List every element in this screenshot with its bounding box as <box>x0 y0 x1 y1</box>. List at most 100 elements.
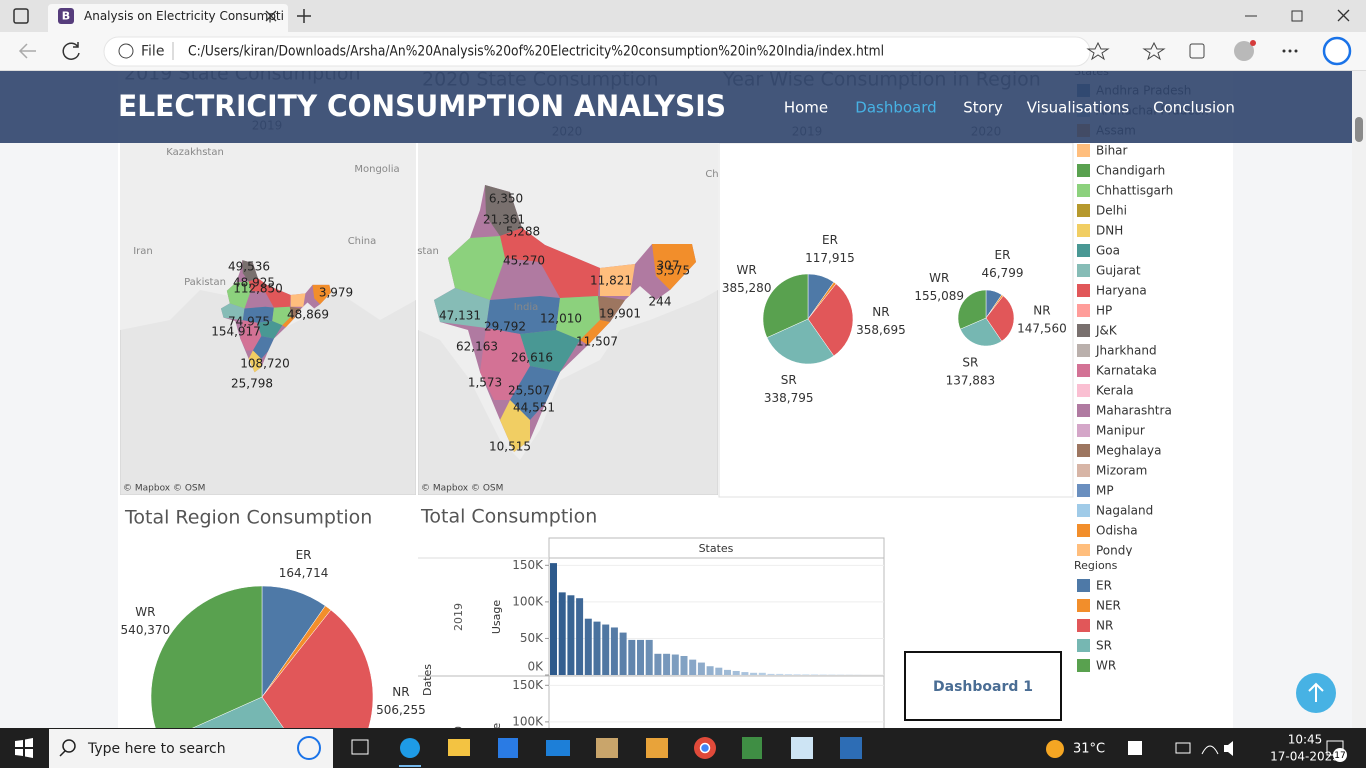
legend-swatch <box>1077 444 1090 457</box>
legend-label[interactable]: Karnataka <box>1096 364 1157 378</box>
brand[interactable]: ELECTRICITY CONSUMPTION ANALYSIS <box>118 89 726 123</box>
favicon-letter: B <box>62 10 70 23</box>
legend-label[interactable]: WR <box>1096 659 1116 673</box>
menu-dot[interactable] <box>1294 49 1298 53</box>
new-tab[interactable] <box>297 9 311 23</box>
task-view[interactable] <box>351 739 369 755</box>
battery[interactable] <box>1175 742 1191 754</box>
nav-link[interactable]: Visualisations <box>1027 99 1130 117</box>
legend-label[interactable]: Manipur <box>1096 424 1145 438</box>
menu-dot[interactable] <box>1282 49 1286 53</box>
dashboard-button-label[interactable]: Dashboard 1 <box>933 679 1033 695</box>
tray-icon[interactable] <box>1128 741 1142 755</box>
nav-link[interactable]: Conclusion <box>1153 99 1235 117</box>
slice-value: 155,089 <box>914 289 964 303</box>
address-bar[interactable] <box>103 36 1091 67</box>
legend-label[interactable]: Bihar <box>1096 144 1128 158</box>
legend-label[interactable]: Jharkhand <box>1095 344 1157 358</box>
legend-label[interactable]: Goa <box>1096 244 1120 258</box>
photos-app[interactable] <box>840 737 862 759</box>
slice-value: 506,255 <box>376 703 426 717</box>
refresh[interactable] <box>62 42 80 60</box>
app[interactable] <box>742 737 762 759</box>
legend-label[interactable]: Maharashtra <box>1096 404 1172 418</box>
info-icon[interactable] <box>118 43 134 59</box>
legend-swatch <box>1077 284 1090 297</box>
legend-label[interactable]: MP <box>1096 484 1114 498</box>
close-window[interactable] <box>1337 9 1350 22</box>
y-tick-label: 50K <box>520 631 544 645</box>
legend-label[interactable]: Kerala <box>1096 384 1134 398</box>
app[interactable] <box>646 738 668 758</box>
legend-swatch <box>1077 524 1090 537</box>
nav-link[interactable]: Story <box>963 99 1003 117</box>
bar <box>715 667 723 675</box>
clock-date[interactable]: 17-04-2023 <box>1270 750 1340 764</box>
restore[interactable] <box>1291 10 1303 22</box>
legend-label[interactable]: Gujarat <box>1096 264 1141 278</box>
menu-dot[interactable] <box>1288 49 1292 53</box>
url[interactable]: C:/Users/kiran/Downloads/Arsha/An%20Anal… <box>188 44 884 60</box>
search-placeholder[interactable]: Type here to search <box>87 741 226 757</box>
legend-label[interactable]: J&K <box>1095 324 1118 338</box>
tab-title[interactable]: Analysis on Electricity Consumpti <box>84 9 284 23</box>
legend-label[interactable]: NER <box>1096 599 1121 613</box>
legend-label[interactable]: HP <box>1096 304 1112 318</box>
map-label: 29,792 <box>484 320 526 334</box>
legend-label[interactable]: Pondy <box>1096 544 1132 558</box>
bing-icon[interactable] <box>297 736 321 760</box>
store-app[interactable] <box>498 738 518 758</box>
dashboard-button[interactable] <box>904 651 1062 721</box>
app[interactable] <box>791 737 813 759</box>
explorer-app[interactable] <box>448 739 470 756</box>
wifi[interactable] <box>1201 745 1219 755</box>
active-tab[interactable] <box>48 4 288 32</box>
bar <box>671 654 679 675</box>
search-box[interactable] <box>49 729 333 768</box>
legend-label[interactable]: ER <box>1096 579 1112 593</box>
legend-label[interactable]: Delhi <box>1096 204 1127 218</box>
legend-label[interactable]: Mizoram <box>1096 464 1147 478</box>
map-place: Mongolia <box>354 164 399 175</box>
start[interactable] <box>15 738 33 758</box>
mail-app[interactable] <box>546 740 570 756</box>
favorite[interactable] <box>1086 41 1110 61</box>
bar <box>706 666 714 675</box>
pie-slice <box>762 273 809 338</box>
row-header: Dates <box>421 664 434 696</box>
clock-time[interactable]: 10:45 <box>1288 733 1323 747</box>
tab-close[interactable] <box>265 10 277 22</box>
edge-app[interactable] <box>400 738 420 758</box>
weather[interactable]: 31°C <box>1073 742 1105 757</box>
scrollbar-thumb[interactable] <box>1355 117 1363 142</box>
slice-value: 540,370 <box>121 623 171 637</box>
legend-label[interactable]: Odisha <box>1096 524 1138 538</box>
map-label: 1,573 <box>468 376 502 390</box>
collections[interactable] <box>1189 43 1205 59</box>
legend-label[interactable]: DNH <box>1096 224 1123 238</box>
favorites[interactable] <box>1142 41 1166 61</box>
header-bar <box>0 71 1352 143</box>
nav-link[interactable]: Home <box>784 99 828 117</box>
nav-link[interactable]: Dashboard <box>855 99 936 117</box>
back[interactable] <box>18 43 36 59</box>
profile[interactable] <box>1234 41 1254 61</box>
y-tick-label: 100K <box>512 714 544 728</box>
legend-label[interactable]: Meghalaya <box>1096 444 1161 458</box>
weather-icon[interactable] <box>1046 740 1064 758</box>
legend-label[interactable]: SR <box>1096 639 1112 653</box>
legend-label[interactable]: Haryana <box>1096 284 1147 298</box>
legend-label[interactable]: Chhattisgarh <box>1096 184 1173 198</box>
volume[interactable] <box>1224 741 1233 756</box>
legend-swatch <box>1077 579 1090 592</box>
tab-actions[interactable] <box>13 8 29 24</box>
app[interactable] <box>596 738 618 758</box>
legend-label[interactable]: NR <box>1096 619 1113 633</box>
map-label: 12,010 <box>540 312 582 326</box>
legend-label[interactable]: Chandigarh <box>1096 164 1165 178</box>
slice-name: SR <box>781 373 797 387</box>
legend-swatch <box>1077 484 1090 497</box>
bing-button[interactable] <box>1322 36 1352 66</box>
legend-label[interactable]: Nagaland <box>1096 504 1153 518</box>
map-label: 45,270 <box>503 254 545 268</box>
